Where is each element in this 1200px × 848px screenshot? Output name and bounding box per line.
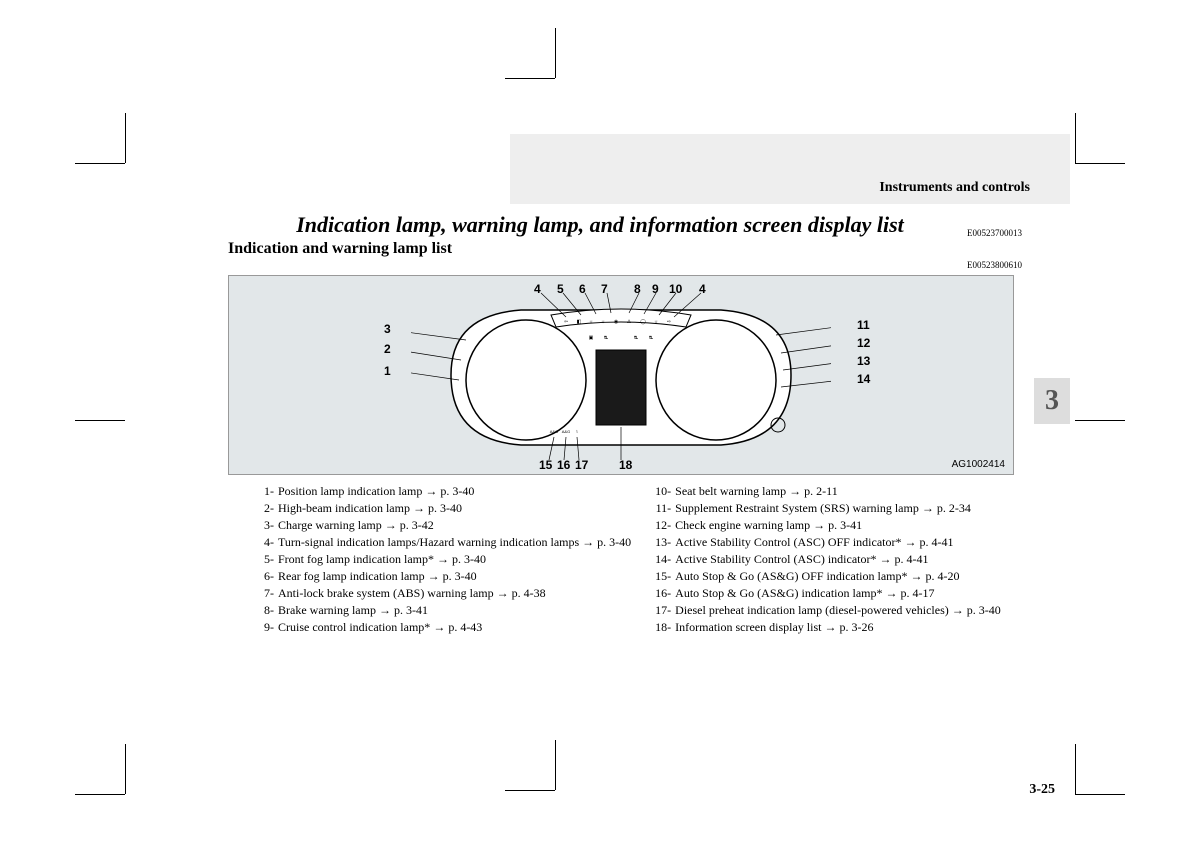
svg-text:A&G: A&G <box>550 429 558 434</box>
callout-1: 1 <box>384 364 391 378</box>
crop-mark <box>1075 794 1125 795</box>
legend-item: 14-Active Stability Control (ASC) indica… <box>651 552 1014 567</box>
callout-2: 2 <box>384 342 391 356</box>
callout-5: 5 <box>557 282 564 296</box>
legend-item: 16-Auto Stop & Go (AS&G) indication lamp… <box>651 586 1014 601</box>
legend-item: 18-Information screen display list → p. … <box>651 620 1014 635</box>
crop-mark <box>75 420 125 421</box>
callout-3: 3 <box>384 322 391 336</box>
ref-code-2: E00523800610 <box>967 260 1022 270</box>
crop-mark <box>1075 163 1125 164</box>
legend: 1-Position lamp indication lamp → p. 3-4… <box>254 484 1014 637</box>
crop-mark <box>1075 744 1076 794</box>
callout-14: 14 <box>857 372 870 386</box>
svg-text:◉: ◉ <box>614 319 619 325</box>
svg-text:A&G: A&G <box>562 429 570 434</box>
crop-mark <box>125 744 126 794</box>
legend-item: 15-Auto Stop & Go (AS&G) OFF indication … <box>651 569 1014 584</box>
page-number: 3-25 <box>1029 782 1055 798</box>
legend-item: 10-Seat belt warning lamp → p. 2-11 <box>651 484 1014 499</box>
crop-mark <box>505 790 555 791</box>
legend-item: 2-High-beam indication lamp → p. 3-40 <box>254 501 631 516</box>
legend-item: 9-Cruise control indication lamp* → p. 4… <box>254 620 631 635</box>
callout-8: 8 <box>634 282 641 296</box>
svg-text:☼: ☼ <box>589 319 594 325</box>
svg-text:⇨: ⇨ <box>667 319 671 325</box>
legend-item: 13-Active Stability Control (ASC) OFF in… <box>651 535 1014 550</box>
legend-item: 1-Position lamp indication lamp → p. 3-4… <box>254 484 631 499</box>
legend-item: 3-Charge warning lamp → p. 3-42 <box>254 518 631 533</box>
crop-mark <box>75 163 125 164</box>
crop-mark <box>1075 113 1076 163</box>
legend-item: 12-Check engine warning lamp → p. 3-41 <box>651 518 1014 533</box>
legend-item: 5-Front fog lamp indication lamp* → p. 3… <box>254 552 631 567</box>
legend-col-right: 10-Seat belt warning lamp → p. 2-11 11-Su… <box>651 484 1014 637</box>
svg-text:⚠: ⚠ <box>627 319 632 325</box>
svg-text:⛐: ⛐ <box>604 335 609 341</box>
svg-text:⌇: ⌇ <box>576 429 578 434</box>
svg-text:☼: ☼ <box>601 319 606 325</box>
diagram-code: AG1002414 <box>952 459 1005 470</box>
legend-item: 17-Diesel preheat indication lamp (diese… <box>651 603 1014 618</box>
callout-16: 16 <box>557 458 570 472</box>
callout-6: 6 <box>579 282 586 296</box>
crop-mark <box>555 28 556 78</box>
crop-mark <box>75 794 125 795</box>
svg-text:☼: ☼ <box>654 319 659 325</box>
callout-12: 12 <box>857 336 870 350</box>
crop-mark <box>555 740 556 790</box>
svg-text:⇦: ⇦ <box>564 319 568 325</box>
callout-9: 9 <box>652 282 659 296</box>
section-header-bar: Instruments and controls <box>510 134 1070 204</box>
callout-15: 15 <box>539 458 552 472</box>
diagram-box: ⇦ ◧ ☼ ☼ ◉ ⚠ ◯ ☼ ⇨ ▣ ⛐ ⛐ ⛐ A&G A&G ⌇ <box>228 275 1014 475</box>
section-header: Instruments and controls <box>879 180 1030 196</box>
legend-item: 4-Turn-signal indication lamps/Hazard wa… <box>254 535 631 550</box>
svg-text:◧: ◧ <box>577 319 582 325</box>
instrument-cluster-diagram: ⇦ ◧ ☼ ☼ ◉ ⚠ ◯ ☼ ⇨ ▣ ⛐ ⛐ ⛐ A&G A&G ⌇ <box>411 285 831 465</box>
legend-item: 11-Supplement Restraint System (SRS) war… <box>651 501 1014 516</box>
callout-4a: 4 <box>534 282 541 296</box>
callout-13: 13 <box>857 354 870 368</box>
callout-18: 18 <box>619 458 632 472</box>
legend-item: 8-Brake warning lamp → p. 3-41 <box>254 603 631 618</box>
callout-10: 10 <box>669 282 682 296</box>
crop-mark <box>125 113 126 163</box>
callout-11: 11 <box>857 318 870 332</box>
crop-mark <box>505 78 555 79</box>
legend-col-left: 1-Position lamp indication lamp → p. 3-4… <box>254 484 631 637</box>
crop-mark <box>1075 420 1125 421</box>
legend-item: 7-Anti-lock brake system (ABS) warning l… <box>254 586 631 601</box>
svg-text:⛐: ⛐ <box>634 335 639 341</box>
callout-17: 17 <box>575 458 588 472</box>
legend-item: 6-Rear fog lamp indication lamp → p. 3-4… <box>254 569 631 584</box>
svg-text:⛐: ⛐ <box>649 335 654 341</box>
svg-text:▣: ▣ <box>589 335 594 341</box>
subtitle: Indication and warning lamp list <box>228 240 452 258</box>
ref-code-1: E00523700013 <box>967 228 1022 238</box>
section-tab: 3 <box>1034 378 1070 424</box>
callout-7: 7 <box>601 282 608 296</box>
callout-4b: 4 <box>699 282 706 296</box>
svg-text:◯: ◯ <box>640 319 646 325</box>
